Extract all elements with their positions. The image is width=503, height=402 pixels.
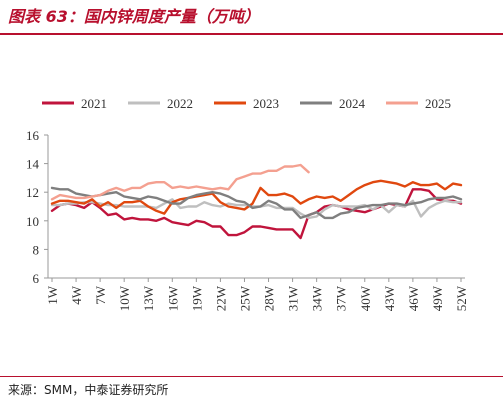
x-tick-label: 28W [262,285,277,311]
x-tick-label: 43W [382,285,397,311]
x-tick-label: 46W [406,285,421,311]
x-tick-label: 52W [454,285,469,311]
series-line-2024 [50,186,463,220]
x-tick-label: 10W [117,285,132,311]
x-tick-label: 7W [93,285,108,305]
x-tick-label: 4W [69,285,84,305]
y-tick-label: 12 [26,185,39,200]
series-line-2023 [50,179,463,215]
line-chart: 2021 2022 2023 2024 2025 6 8 10 12 14 16 1W 4W 7W 10W… [26,96,469,311]
y-tick-label: 8 [33,242,40,257]
plot-area [50,163,463,240]
legend-label-2023: 2023 [253,96,279,111]
legend-label-2025: 2025 [425,96,451,111]
x-tick-label: 25W [237,285,252,311]
y-tick-label: 6 [33,271,40,286]
x-tick-label: 16W [165,285,180,311]
y-tick-label: 14 [26,157,40,172]
series-line-2025 [50,163,310,201]
x-tick-label: 13W [141,285,156,311]
title-divider [0,33,503,35]
source-note: 来源：SMM，中泰证券研究所 [8,383,169,397]
x-tick-label: 31W [286,285,301,311]
chart-axes: 6 8 10 12 14 16 1W 4W 7W 10W 13W 16W 19W 22W 25W 28W 31W… [26,128,469,311]
legend-label-2024: 2024 [339,96,366,111]
y-tick-label: 10 [26,214,39,229]
x-tick-label: 1W [45,285,60,305]
x-tick-label: 40W [358,285,373,311]
x-tick-label: 34W [310,285,325,311]
figure-title: 图表 63：国内锌周度产量（万吨） [8,7,260,26]
x-tick-label: 37W [334,285,349,311]
legend-label-2021: 2021 [81,96,107,111]
y-tick-label: 16 [26,128,40,143]
legend-label-2022: 2022 [167,96,193,111]
x-tick-label: 22W [213,285,228,311]
x-tick-label: 19W [189,285,204,311]
x-tick-label: 49W [430,285,445,311]
legend: 2021 2022 2023 2024 2025 [42,96,451,111]
source-divider [0,376,503,377]
